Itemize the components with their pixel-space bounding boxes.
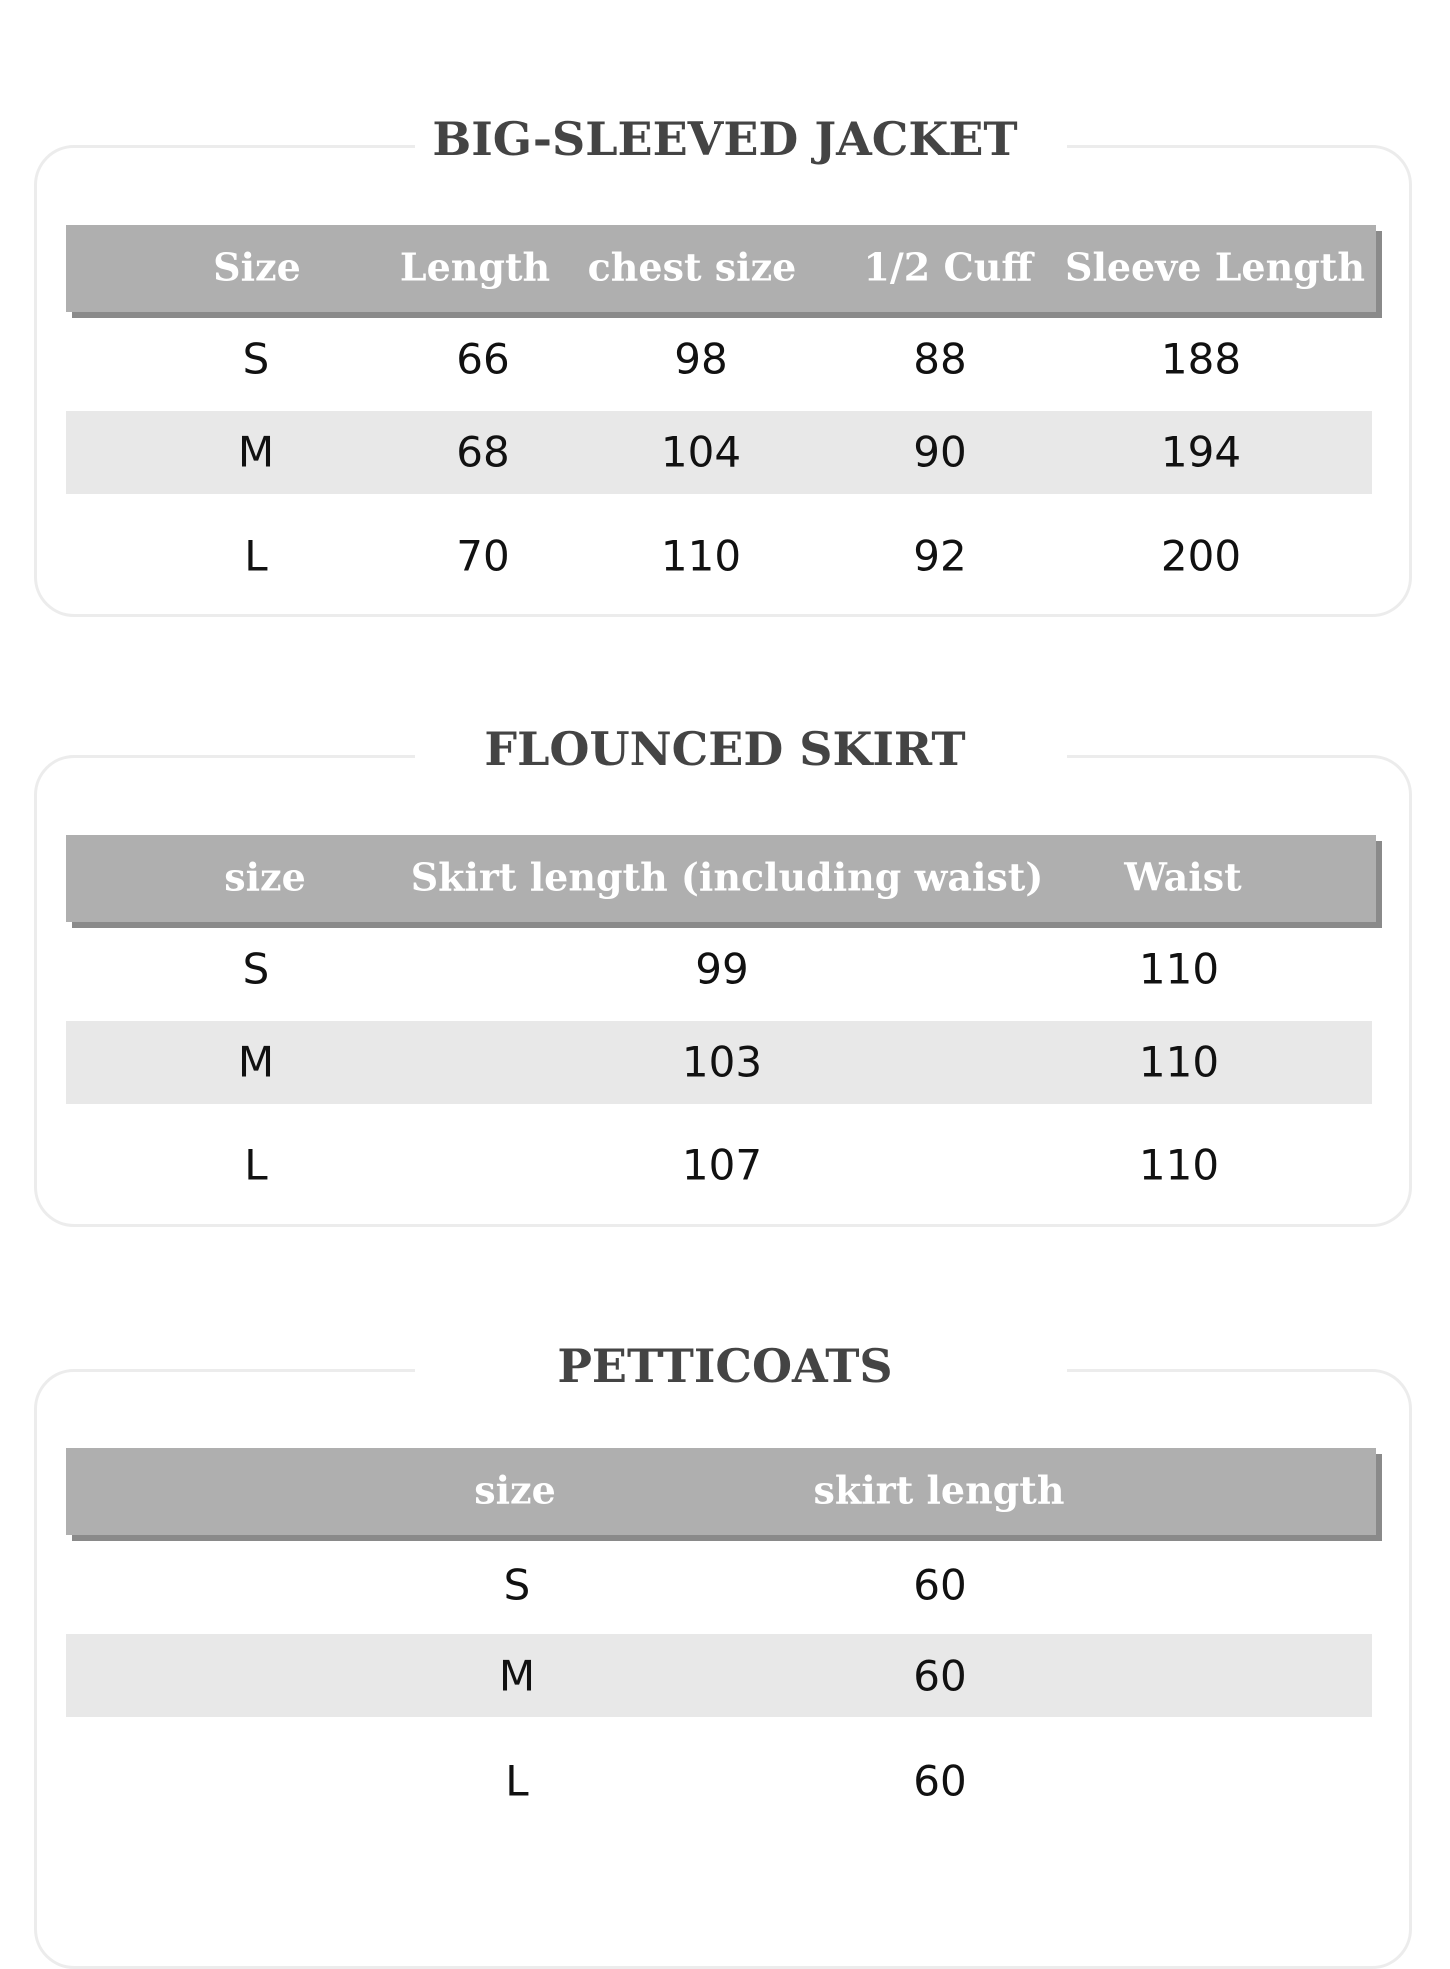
size-table-card: [34, 144, 1412, 617]
table-row-stripe: [66, 1634, 1372, 1717]
table-cell: 104: [660, 427, 742, 477]
table-cell: 90: [913, 427, 967, 477]
title-gap: [415, 144, 1067, 152]
table-cell: M: [498, 1651, 536, 1701]
table-title: FLOUNCED SKIRT: [484, 722, 966, 776]
table-cell: 103: [681, 1037, 763, 1087]
table-title: PETTICOATS: [557, 1339, 893, 1393]
table-title: BIG-SLEEVED JACKET: [432, 112, 1018, 166]
table-cell: S: [242, 944, 270, 994]
table-cell: 99: [695, 944, 749, 994]
table-cell: 110: [660, 531, 742, 581]
column-header: size: [474, 1467, 556, 1513]
table-cell: 200: [1160, 531, 1242, 581]
title-gap: [415, 754, 1067, 762]
table-header-row: [66, 225, 1376, 312]
table-cell: M: [237, 1037, 275, 1087]
table-cell: 98: [674, 334, 728, 384]
table-cell: 66: [456, 334, 510, 384]
table-cell: S: [242, 334, 270, 384]
table-cell: 194: [1160, 427, 1242, 477]
table-cell: 70: [456, 531, 510, 581]
table-cell: L: [505, 1756, 529, 1806]
table-cell: L: [244, 1140, 268, 1190]
column-header: skirt length: [813, 1467, 1065, 1513]
column-header: Size: [213, 244, 301, 290]
table-cell: 60: [913, 1560, 967, 1610]
column-header: Sleeve Length: [1065, 244, 1365, 290]
table-cell: 88: [913, 334, 967, 384]
table-cell: 68: [456, 427, 510, 477]
table-cell: M: [237, 427, 275, 477]
table-cell: 110: [1138, 1037, 1220, 1087]
table-cell: 60: [913, 1651, 967, 1701]
table-header-row: [66, 835, 1376, 922]
table-cell: 60: [913, 1756, 967, 1806]
table-row-stripe: [66, 1021, 1372, 1104]
table-cell: 92: [913, 531, 967, 581]
table-cell: 107: [681, 1140, 763, 1190]
table-cell: S: [503, 1560, 531, 1610]
column-header: 1/2 Cuff: [863, 244, 1033, 290]
table-row-stripe: [66, 411, 1372, 494]
column-header: chest size: [587, 244, 797, 290]
column-header: Waist: [1124, 854, 1242, 900]
table-cell: 188: [1160, 334, 1242, 384]
column-header: size: [224, 854, 306, 900]
table-cell: 110: [1138, 1140, 1220, 1190]
table-cell: 110: [1138, 944, 1220, 994]
title-gap: [415, 1368, 1067, 1376]
table-header-row: [66, 1448, 1376, 1535]
column-header: Skirt length (including waist): [410, 854, 1044, 900]
table-cell: L: [244, 531, 268, 581]
size-table-card: [34, 754, 1412, 1227]
column-header: Length: [399, 244, 551, 290]
